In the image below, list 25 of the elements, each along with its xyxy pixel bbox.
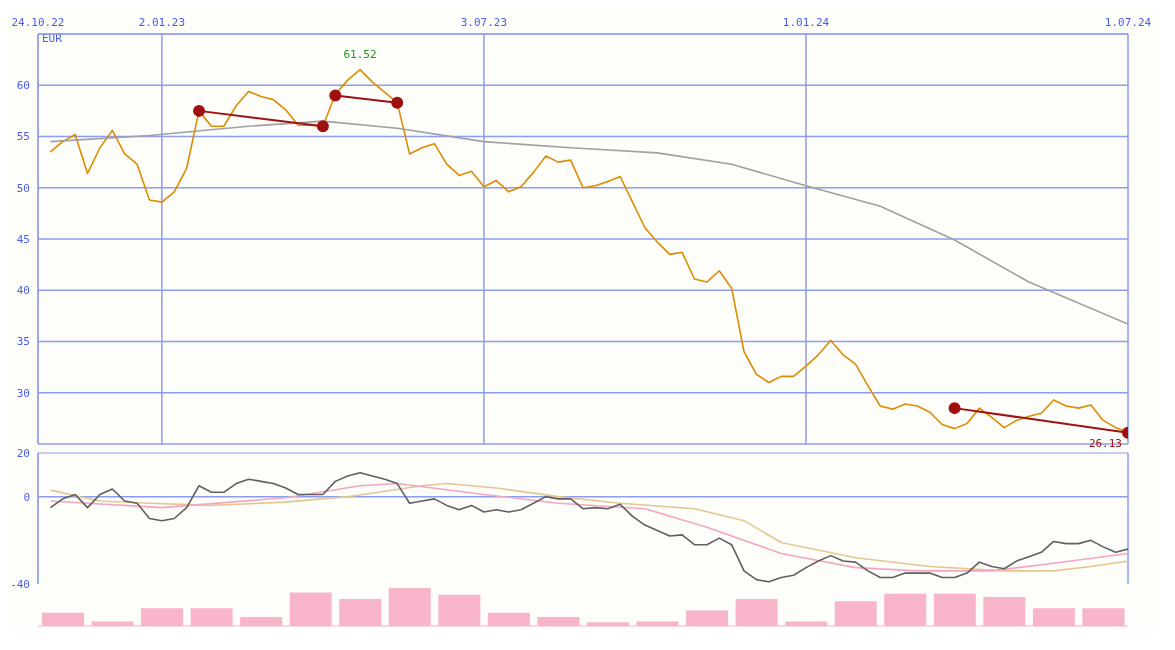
x-tick-label: 24.10.22 [11, 16, 65, 29]
point [316, 120, 329, 133]
y-tick-label: 35 [16, 335, 30, 349]
y-tick-label: 30 [16, 386, 30, 400]
y-tick-label: -40 [10, 577, 30, 591]
y-axis-title: EUR [42, 32, 62, 45]
point [193, 104, 206, 117]
x-tick-label: 3.07.23 [460, 16, 508, 29]
line-series [49, 482, 1128, 572]
x-tick-label: 1.01.24 [782, 16, 830, 29]
line-series [49, 471, 1128, 583]
y-tick-label: 40 [16, 284, 30, 298]
data-label: 26.13 [1088, 437, 1122, 451]
y-tick-label: 0 [23, 490, 30, 504]
data-label: 61.52 [343, 47, 377, 61]
y-tick-label: 50 [16, 181, 30, 195]
y-tick-label: 20 [16, 446, 30, 460]
point [329, 89, 342, 102]
x-tick-label: 2.01.23 [138, 16, 186, 29]
y-tick-label: 60 [16, 79, 30, 93]
point [391, 96, 404, 109]
y-tick-label: 55 [16, 130, 30, 144]
y-tick-label: 45 [16, 232, 30, 246]
x-tick-label: 1.07.24 [1104, 16, 1152, 29]
line-series [49, 120, 1128, 325]
